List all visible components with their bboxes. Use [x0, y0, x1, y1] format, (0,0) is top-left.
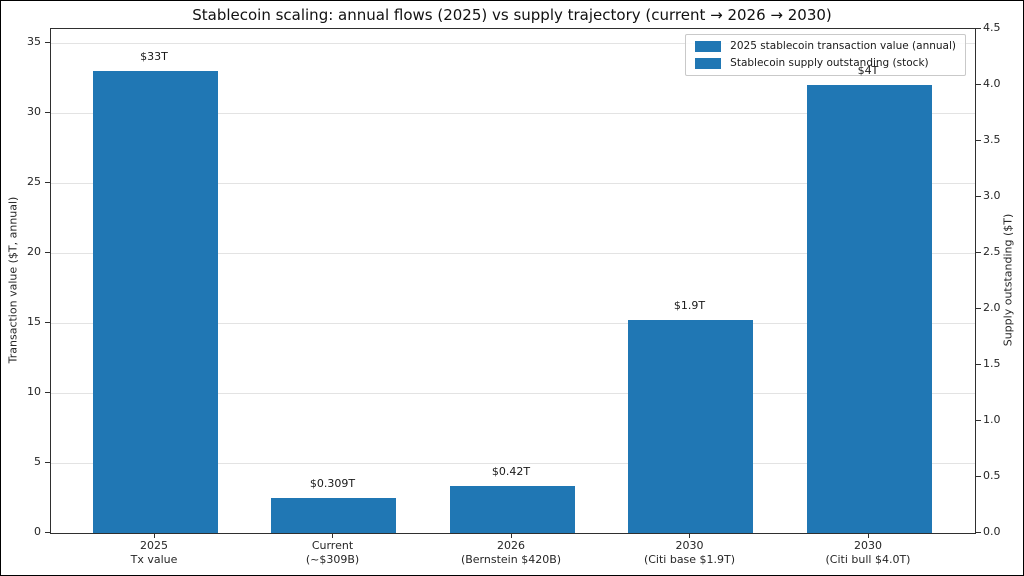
x-tick-label: 2030 (Citi base $1.9T)	[600, 539, 780, 567]
legend-label: 2025 stablecoin transaction value (annua…	[730, 40, 956, 52]
x-tick-label-line1: 2025	[140, 539, 168, 552]
legend-label: Stablecoin supply outstanding (stock)	[730, 57, 929, 69]
x-tick-label-line1: 2026	[497, 539, 525, 552]
y-tick-mark-left	[45, 531, 50, 533]
x-tick-label-line1: Current	[311, 539, 354, 552]
y-tick-label-left: 15	[27, 315, 41, 328]
x-tick-label: 2025 Tx value	[64, 539, 244, 567]
x-tick-label-line2: Tx value	[130, 553, 178, 566]
y-tick-label-right: 0.0	[983, 525, 1001, 538]
chart-title: Stablecoin scaling: annual flows (2025) …	[192, 6, 832, 24]
y-tick-mark-right	[976, 139, 981, 141]
bar	[271, 498, 396, 533]
y-tick-label-left: 30	[27, 105, 41, 118]
y-tick-mark-left	[45, 391, 50, 393]
y-tick-mark-left	[45, 41, 50, 43]
y-tick-mark-right	[976, 531, 981, 533]
y-tick-mark-left	[45, 321, 50, 323]
x-tick-mark	[689, 533, 690, 538]
y-tick-mark-right	[976, 195, 981, 197]
y-tick-label-left: 5	[34, 455, 41, 468]
x-tick-label-line1: 2030	[854, 539, 882, 552]
x-tick-label-line2: (Citi bull $4.0T)	[825, 553, 911, 566]
y-tick-label-left: 10	[27, 385, 41, 398]
gridline	[51, 252, 975, 254]
plot-area	[50, 28, 976, 534]
y-tick-label-right: 2.0	[983, 301, 1001, 314]
y-axis-left-label: Transaction value ($T, annual)	[6, 196, 20, 364]
x-tick-mark	[332, 533, 333, 538]
y-tick-mark-left	[45, 251, 50, 253]
y-tick-label-right: 0.5	[983, 469, 1001, 482]
bar	[806, 85, 932, 533]
y-axis-right-label: Supply outstanding ($T)	[1001, 213, 1015, 347]
y-tick-mark-right	[976, 419, 981, 421]
bar-value-label: $33T	[140, 50, 168, 63]
x-tick-label: 2026 (Bernstein $420B)	[421, 539, 601, 567]
bar-value-label: $0.42T	[491, 464, 531, 478]
legend-item: 2025 stablecoin transaction value (annua…	[695, 39, 956, 54]
y-tick-mark-left	[45, 111, 50, 113]
y-tick-label-left: 20	[27, 245, 41, 258]
gridline	[51, 322, 975, 324]
y-tick-label-right: 3.5	[983, 133, 1001, 146]
x-tick-label-line2: (Bernstein $420B)	[460, 553, 562, 566]
legend: 2025 stablecoin transaction value (annua…	[685, 34, 966, 76]
x-tick-label: Current (~$309B)	[243, 539, 423, 567]
y-tick-label-right: 2.5	[983, 245, 1001, 258]
gridline	[51, 392, 975, 394]
x-tick-mark	[510, 533, 512, 538]
y-tick-mark-left	[45, 181, 50, 183]
gridline	[51, 182, 975, 184]
y-tick-mark-right	[976, 475, 981, 477]
gridline	[51, 462, 975, 464]
y-tick-label-right: 3.0	[983, 189, 1001, 202]
legend-swatch-transaction-value	[695, 41, 722, 52]
legend-item: Stablecoin supply outstanding (stock)	[695, 56, 956, 71]
x-tick-mark	[153, 533, 155, 538]
y-tick-mark-right	[976, 251, 981, 253]
legend-swatch-supply-outstanding	[695, 58, 722, 69]
y-tick-label-right: 4.0	[983, 77, 1001, 90]
y-tick-label-left: 25	[27, 175, 41, 188]
y-tick-mark-right	[976, 307, 981, 309]
y-tick-label-left: 0	[34, 525, 41, 538]
y-tick-label-right: 1.0	[983, 413, 1001, 426]
y-tick-label-left: 35	[27, 35, 41, 48]
gridline	[51, 42, 975, 44]
y-tick-mark-left	[45, 461, 50, 463]
y-tick-mark-right	[976, 363, 981, 365]
x-tick-label: 2030 (Citi bull $4.0T)	[778, 539, 958, 567]
bar	[449, 485, 575, 533]
bar	[628, 320, 753, 533]
x-tick-label-line2: (Citi base $1.9T)	[643, 553, 736, 566]
y-tick-mark-right	[976, 83, 981, 85]
gridline	[51, 112, 975, 114]
bar-value-label: $4T	[857, 64, 879, 77]
y-tick-mark-right	[976, 27, 981, 29]
x-tick-label-line1: 2030	[675, 539, 704, 552]
y-tick-label-right: 1.5	[983, 357, 1001, 370]
bar-value-label: $1.9T	[673, 299, 706, 313]
bar	[92, 71, 218, 533]
bar-value-label: $0.309T	[309, 477, 356, 491]
x-tick-label-line2: (~$309B)	[305, 553, 360, 566]
x-tick-mark	[867, 533, 869, 538]
y-tick-label-right: 4.5	[983, 21, 1001, 34]
